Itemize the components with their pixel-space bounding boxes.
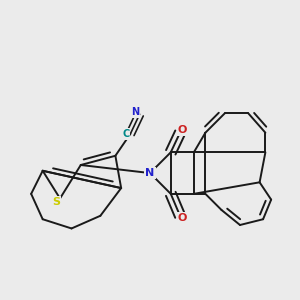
- Text: O: O: [178, 213, 187, 223]
- Text: C: C: [122, 129, 129, 139]
- Text: O: O: [178, 125, 187, 135]
- Text: S: S: [52, 197, 61, 207]
- Text: N: N: [146, 168, 154, 178]
- Text: N: N: [131, 107, 139, 117]
